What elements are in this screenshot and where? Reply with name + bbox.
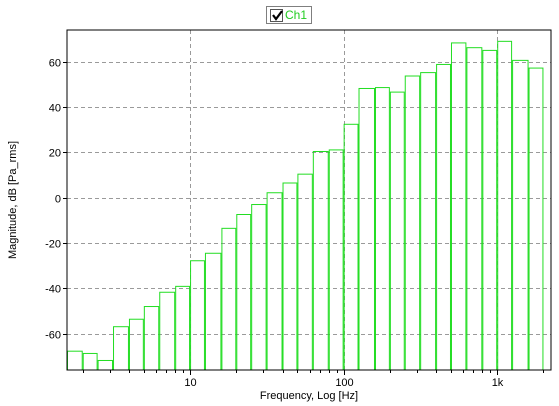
x-tick-label: 10 [184,377,196,389]
band-bar [159,291,176,371]
y-tick-label: -20 [45,239,61,251]
band-bar [497,40,513,371]
band-bar [97,359,114,371]
band-bar [374,87,390,371]
band-bar [297,173,313,371]
band-bar [82,352,98,371]
band-bar [251,204,267,371]
band-bar [67,350,83,371]
band-bar [528,67,544,371]
band-bar [204,252,222,371]
band-bar [190,260,205,371]
band-bar [389,91,405,371]
band-bar [450,42,467,371]
y-tick-label: -60 [45,330,61,342]
y-tick-label: 60 [49,58,61,70]
band-bar [128,318,144,371]
plot-frame [66,29,552,371]
legend-checkbox[interactable] [270,8,283,22]
band-bar [343,123,359,371]
band-bar [512,59,529,371]
band-bar [328,149,344,371]
y-tick-label: 0 [55,194,61,206]
x-tick-label: 100 [335,377,353,389]
band-bar [466,47,483,371]
checkmark-icon [272,9,283,21]
legend[interactable]: Ch1 [266,6,313,24]
band-bar [420,72,437,371]
band-bar [143,306,160,371]
y-axis-label: Magnitude, dB [Pa_rms] [7,141,19,259]
band-bar [175,285,191,371]
x-tick-label: 1k [492,377,504,389]
band-bar [282,182,298,371]
band-bar [236,214,252,371]
band-bar [358,87,375,371]
band-bar [404,75,421,371]
axis-ticks: -60 -40 -20 0 20 40 60 10 100 1k [45,58,544,389]
band-bar [266,192,283,371]
band-bar [436,63,451,371]
y-tick-label: 40 [49,103,61,115]
y-tick-label: 20 [49,148,61,160]
band-bar [312,150,329,371]
legend-label: Ch1 [285,8,308,22]
band-bar [482,49,498,371]
bar-series [67,40,544,371]
x-axis-label: Frequency, Log [Hz] [260,390,358,402]
y-tick-label: -40 [45,284,61,296]
band-bar [113,326,129,371]
band-bar [221,227,237,371]
